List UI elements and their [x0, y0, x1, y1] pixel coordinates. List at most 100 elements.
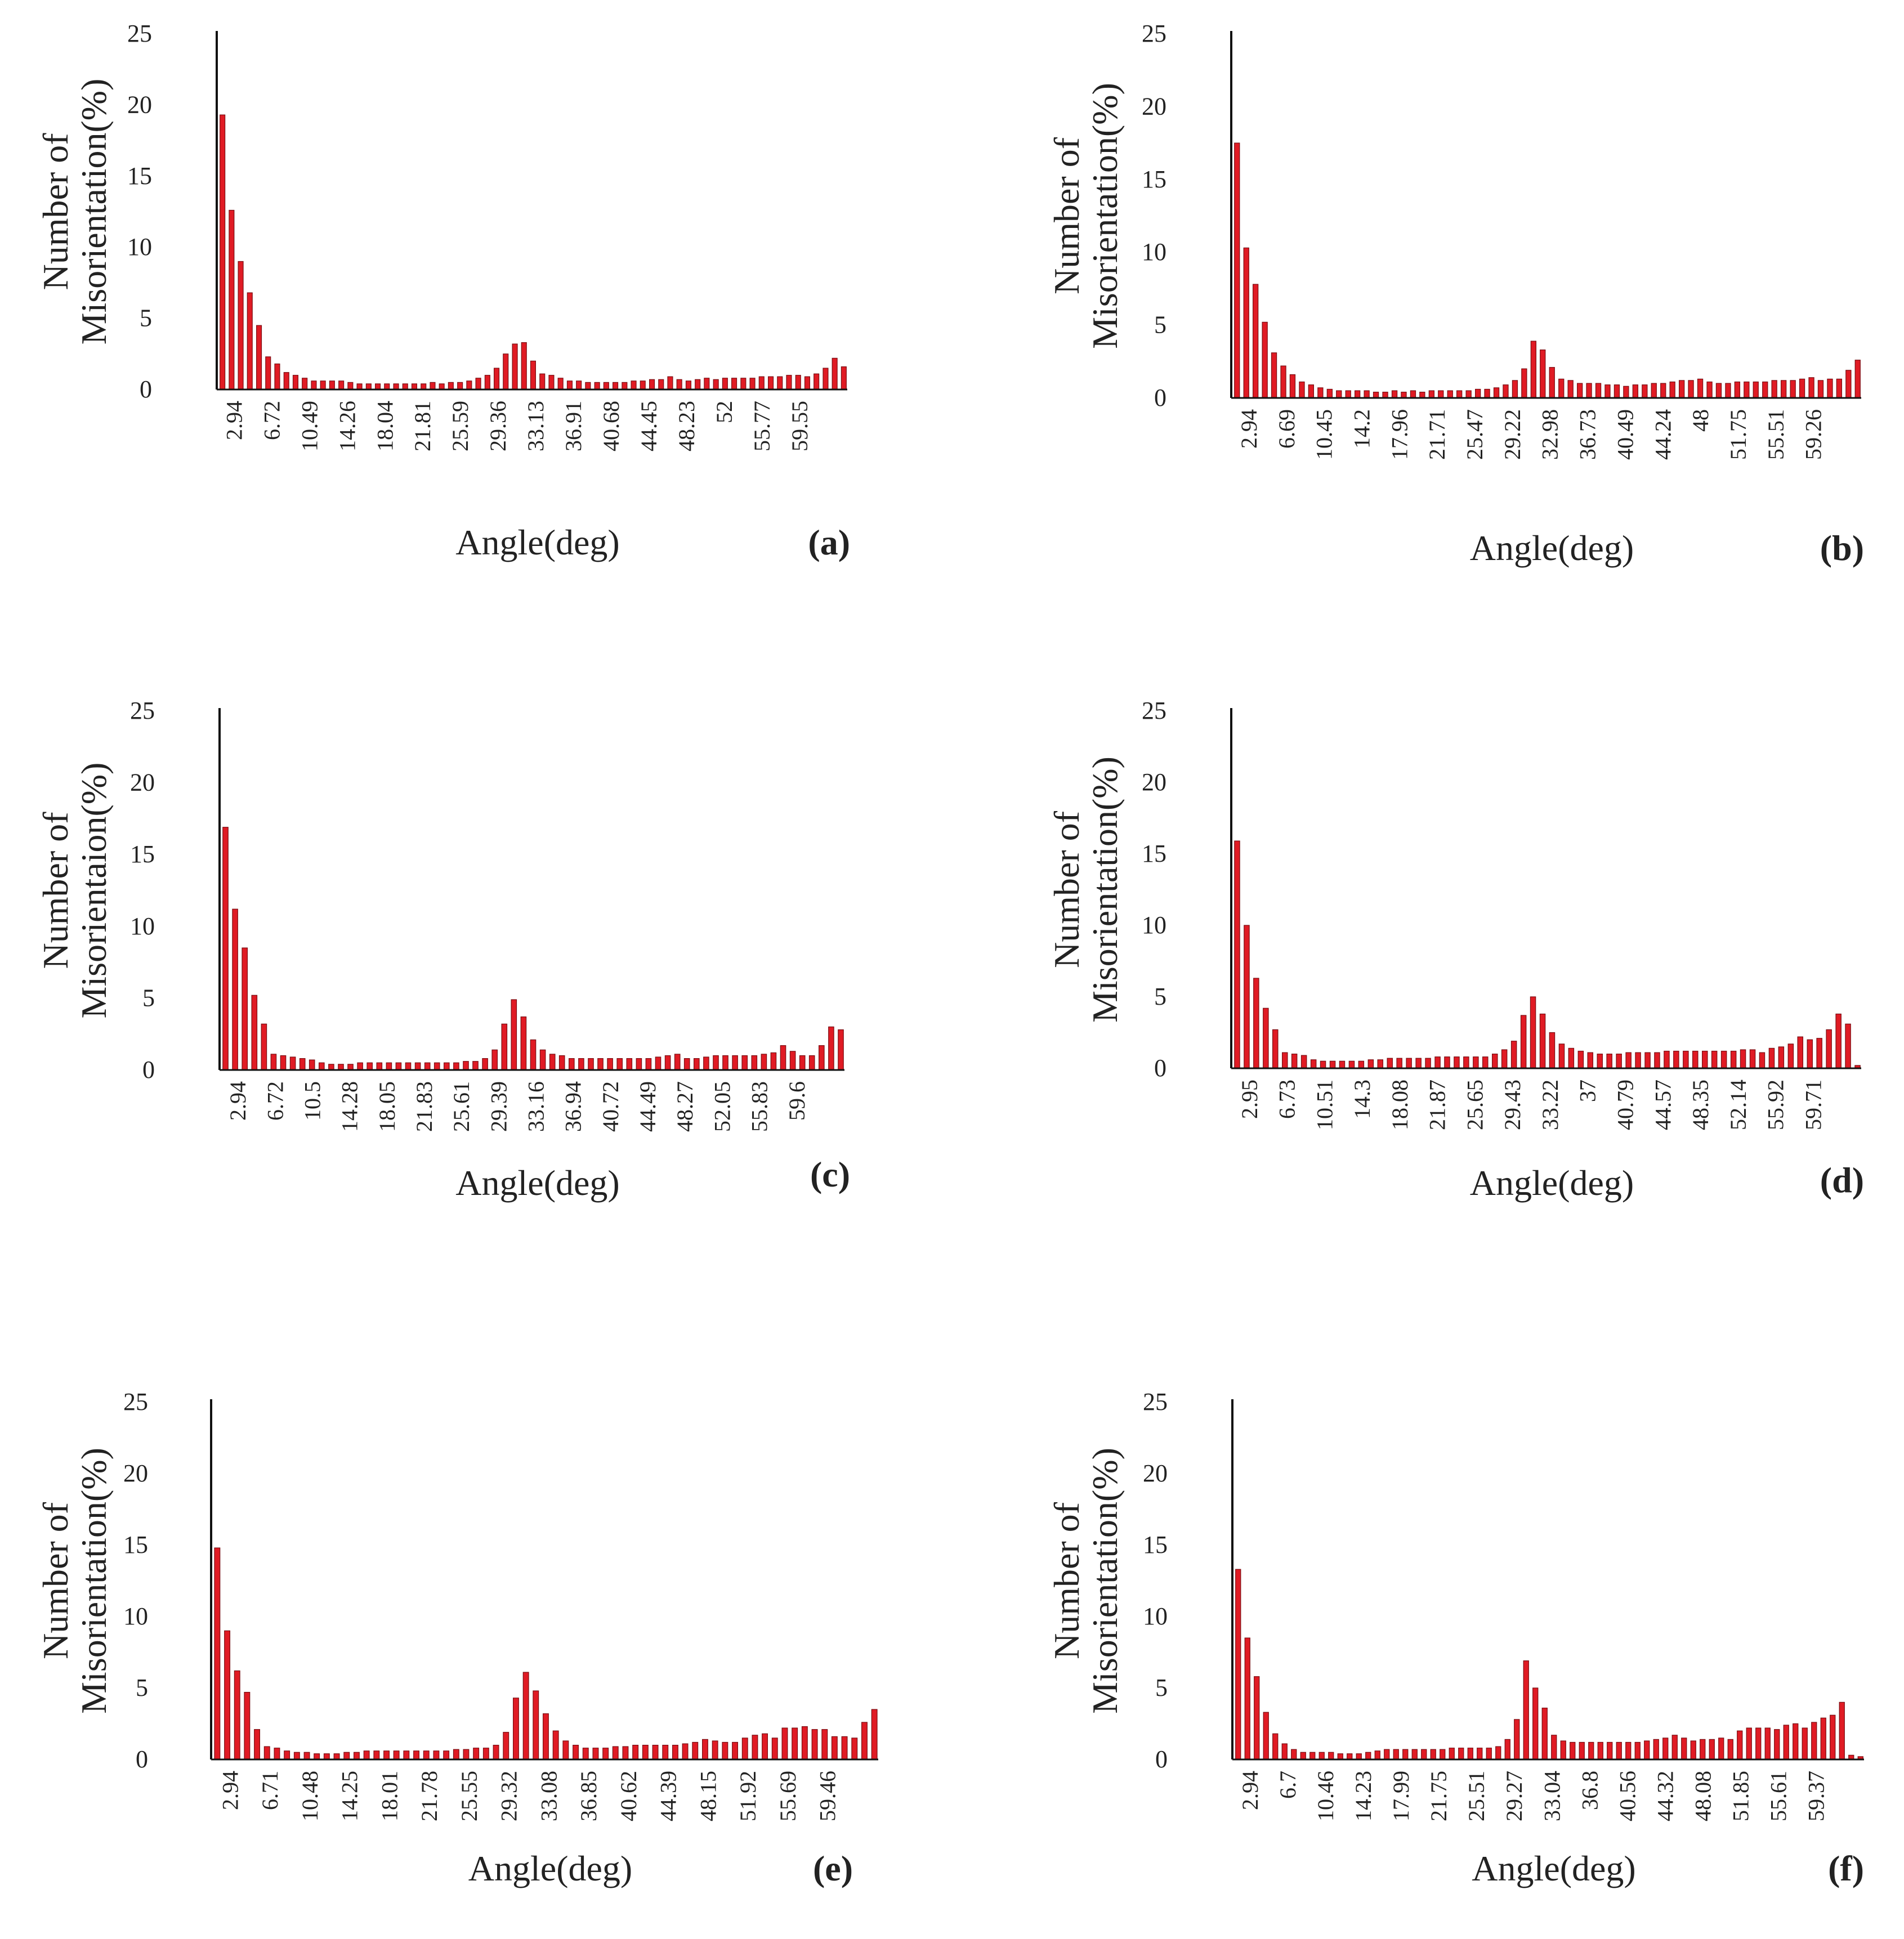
bar — [284, 1750, 290, 1760]
x-tick-label: 33.08 — [536, 1771, 561, 1821]
bar — [1807, 1039, 1813, 1069]
x-tick-label: 2.94 — [1237, 1771, 1263, 1810]
bar — [1644, 1052, 1651, 1069]
bar — [353, 1752, 360, 1760]
bar — [1495, 1746, 1501, 1760]
bar — [1839, 1701, 1845, 1760]
bar — [741, 1055, 748, 1071]
bar — [594, 382, 600, 390]
bar — [1595, 383, 1602, 398]
bar — [722, 1055, 728, 1071]
x-tick-label: 21.75 — [1426, 1771, 1451, 1821]
y-axis-title-line: Misorientation(%) — [74, 1448, 114, 1714]
bar — [1438, 390, 1444, 398]
bar — [1768, 1047, 1775, 1069]
bar — [1802, 1727, 1808, 1760]
bar — [261, 1023, 267, 1071]
bar — [568, 1058, 575, 1071]
bar — [1358, 1060, 1365, 1069]
bar — [274, 363, 280, 390]
bar — [1262, 321, 1268, 398]
bar — [1243, 247, 1249, 398]
bar — [703, 1056, 709, 1071]
bar — [1811, 1722, 1817, 1760]
panel-label: (e) — [813, 1848, 853, 1888]
bar — [521, 342, 527, 390]
x-tick-label: 10.45 — [1312, 409, 1337, 460]
x-tick-label: 2.95 — [1237, 1080, 1262, 1119]
bar — [1570, 1741, 1576, 1760]
bar — [1365, 1752, 1371, 1760]
x-tick-label: 25.59 — [448, 401, 473, 451]
bar — [1606, 1053, 1612, 1069]
bar — [220, 114, 226, 390]
bar — [558, 1055, 565, 1071]
bar — [1530, 341, 1537, 398]
bar — [676, 379, 682, 390]
bar — [749, 378, 756, 390]
bar — [384, 383, 390, 390]
y-tick-label: 20 — [123, 1459, 148, 1487]
bar — [701, 1739, 708, 1760]
x-tick-label: 29.27 — [1501, 1771, 1527, 1821]
bar — [1830, 1714, 1836, 1760]
panel-label: (b) — [1820, 528, 1864, 568]
bar — [1799, 378, 1805, 398]
bar — [265, 356, 271, 390]
bar — [491, 1049, 498, 1071]
bar — [1532, 1687, 1539, 1760]
bar — [1635, 1052, 1641, 1069]
bar — [1625, 1741, 1632, 1760]
x-tick-label: 33.04 — [1539, 1771, 1565, 1821]
bar — [1244, 925, 1250, 1069]
bar — [1456, 390, 1463, 398]
bar — [1762, 381, 1768, 398]
bar — [1597, 1053, 1603, 1069]
x-tick-label: 25.65 — [1463, 1080, 1488, 1130]
x-tick-label: 17.96 — [1387, 409, 1412, 460]
bar — [1347, 1753, 1353, 1760]
panel-label: (f) — [1828, 1848, 1864, 1888]
x-tick-label: 55.61 — [1766, 1771, 1791, 1821]
bar — [1737, 1730, 1743, 1760]
bar — [493, 1744, 499, 1760]
bar — [649, 379, 655, 390]
bar — [1235, 1569, 1241, 1760]
bar — [1700, 1739, 1706, 1760]
x-axis-title: Angle(deg) — [1470, 1163, 1634, 1203]
bar — [1642, 384, 1648, 398]
bar — [329, 380, 335, 390]
x-tick-label: 29.43 — [1500, 1080, 1525, 1130]
bar — [1291, 1053, 1298, 1069]
bar — [1539, 1013, 1546, 1069]
bar — [616, 1058, 623, 1071]
bar — [562, 1740, 569, 1760]
bar — [1662, 1738, 1669, 1760]
x-tick-label: 6.71 — [257, 1771, 283, 1810]
x-tick-label: 59.46 — [815, 1771, 841, 1821]
bar — [484, 375, 490, 390]
bar — [1406, 1058, 1412, 1069]
bar — [232, 908, 238, 1071]
x-tick-label: 14.23 — [1351, 1771, 1376, 1821]
bar — [1512, 380, 1518, 398]
bar — [433, 1062, 440, 1071]
bar — [1402, 1749, 1409, 1760]
x-tick-label: 48.08 — [1690, 1771, 1715, 1821]
bar — [333, 1753, 340, 1760]
bar — [356, 383, 363, 390]
bar — [1587, 1052, 1593, 1069]
y-axis-title-line: Number of — [1047, 137, 1087, 294]
x-tick-label: 59.6 — [784, 1081, 810, 1121]
y-tick-label: 10 — [1142, 911, 1166, 939]
bar — [466, 380, 472, 390]
bar — [771, 1738, 778, 1760]
x-tick-label: 36.73 — [1575, 409, 1601, 460]
y-axis-title-line: Number of — [1047, 1502, 1087, 1659]
bar — [405, 1062, 412, 1071]
y-tick-label: 20 — [130, 769, 155, 796]
bar — [1764, 1727, 1771, 1760]
x-tick-label: 10.46 — [1313, 1771, 1338, 1821]
bar — [1614, 384, 1620, 398]
bar — [411, 383, 417, 390]
